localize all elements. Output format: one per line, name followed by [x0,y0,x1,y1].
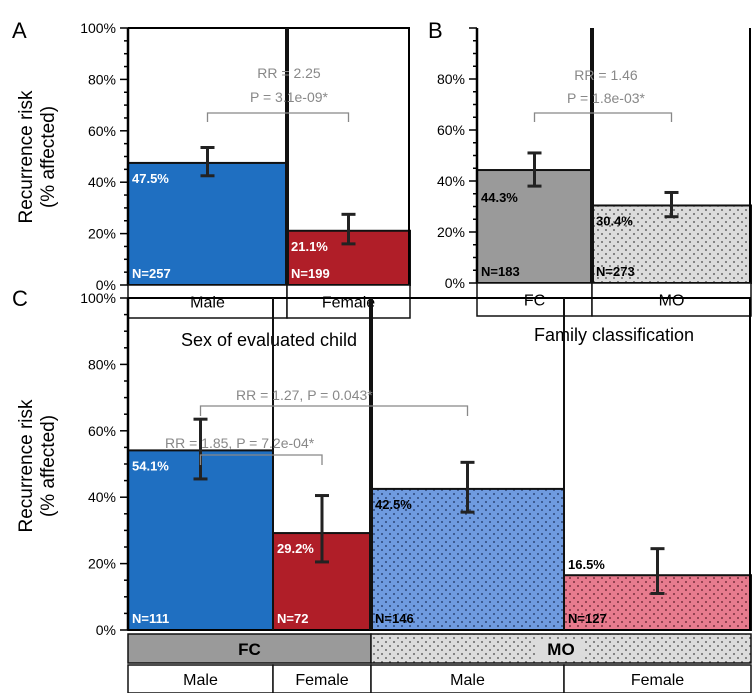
group-label-backing [537,639,585,659]
bar-male [127,161,288,286]
category-label: FC [524,293,545,310]
category-label: MO [659,293,685,310]
y-axis-label-line: (% affected) [38,106,59,208]
significance-label: P = 3.1e-09* [250,89,329,105]
y-tick-label: 0% [445,275,465,291]
category-label: Male [450,672,485,689]
significance-label: RR = 2.25 [257,65,321,81]
y-tick-label: 80% [88,71,116,87]
panel-letter-a: A [12,18,27,43]
category-label: Male [183,672,218,689]
significance-label: P = 1.8e-03* [567,90,646,106]
n-label: N=273 [596,264,635,279]
value-label: 54.1% [132,458,169,473]
panel-letter-c: C [12,286,28,311]
value-label: 42.5% [375,497,412,512]
group-label: FC [238,640,261,659]
y-tick-label: 20% [88,226,116,242]
value-label: 44.3% [481,190,518,205]
n-label: N=72 [277,611,308,626]
y-tick-label: 20% [88,556,116,572]
y-axis-label: Recurrence risk (% affected) [16,399,59,533]
category-box [563,664,752,693]
y-tick-label: 100% [80,20,116,36]
y-tick-label: 20% [437,224,465,240]
group-box-fc [127,633,372,664]
y-tick-label: 40% [88,174,116,190]
value-label: 47.5% [132,171,169,186]
n-label: N=199 [291,266,330,281]
y-axis-label-line: Recurrence risk [16,399,37,533]
y-axis-label: Recurrence risk (% affected) [16,90,59,224]
category-box [591,282,752,317]
value-label: 21.1% [291,239,328,254]
y-tick-label: 40% [88,489,116,505]
n-label: N=127 [568,611,607,626]
value-label: 30.4% [596,213,633,228]
n-label: N=183 [481,264,520,279]
y-tick-label: 80% [437,71,465,87]
bar-fc [476,169,593,284]
y-tick-label: 0% [96,277,116,293]
significance-bracket [206,112,350,122]
value-label: 16.5% [568,557,605,572]
y-tick-label: 0% [96,622,116,638]
category-label: Female [295,672,348,689]
y-tick-label: 60% [88,423,116,439]
n-label: N=146 [375,611,414,626]
category-box [370,664,565,693]
n-label: N=111 [132,611,169,626]
significance-bracket [199,405,469,416]
significance-label: RR = 1.46 [574,67,638,83]
value-label: 29.2% [277,541,314,556]
significance-bracket [199,454,323,465]
significance-bracket [533,112,673,122]
y-tick-label: 40% [437,173,465,189]
y-tick-label: 60% [88,123,116,139]
x-axis-label: Sex of evaluated child [181,330,357,350]
x-axis-label: Family classification [534,325,694,345]
category-label: Female [631,672,684,689]
category-box [286,284,411,319]
category-box [476,282,593,317]
y-tick-label: 80% [88,356,116,372]
panel-letter-b: B [428,18,443,43]
y-axis-label-line: Recurrence risk [16,90,37,224]
significance-label: RR = 1.27, P = 0.043* [236,387,373,403]
n-label: N=257 [132,266,171,281]
group-label: MO [547,640,574,659]
y-axis-label-line: (% affected) [38,415,59,517]
y-tick-label: 100% [80,290,116,306]
significance-label: RR = 1.85, P = 7.2e-04* [165,435,315,451]
y-tick-label: 60% [437,122,465,138]
